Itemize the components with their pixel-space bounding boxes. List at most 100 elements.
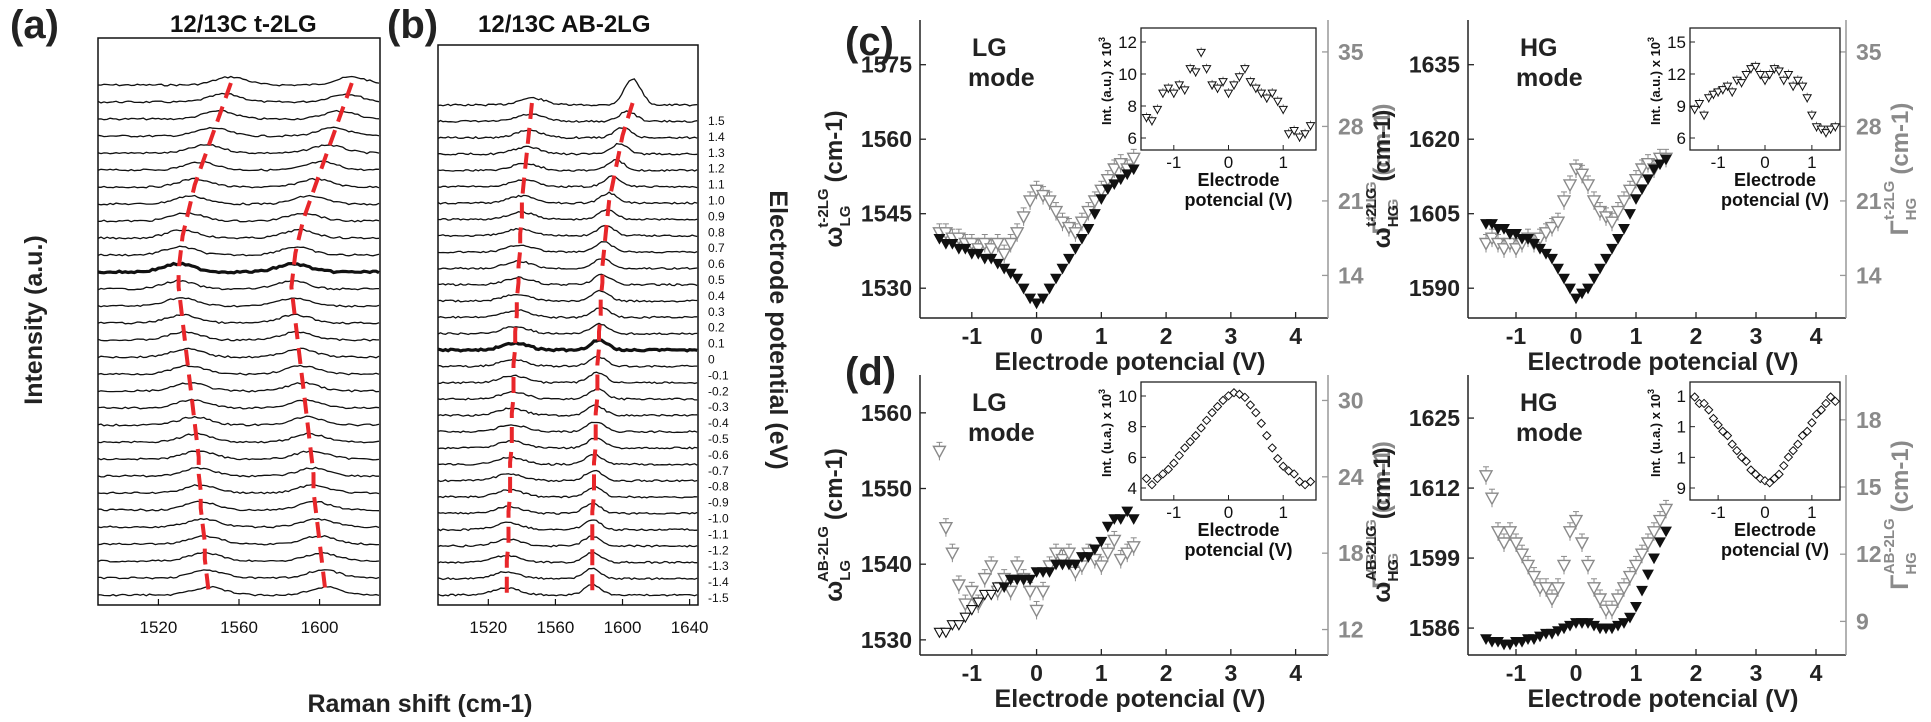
potential-label: 1.1 [708, 178, 725, 192]
potential-label: 0.4 [708, 289, 725, 303]
inset-point [1825, 392, 1836, 402]
y2-axis-label: ΓLGt-2LG(cm-1) [1363, 103, 1402, 234]
inset-point [1764, 70, 1775, 80]
inset-point [1278, 461, 1288, 471]
linewidth-point [1604, 216, 1620, 230]
inset-point [1240, 65, 1250, 74]
spectra-a [97, 75, 380, 597]
y2-tick-label: 28 [1338, 113, 1364, 139]
potential-label: 0.7 [708, 241, 725, 255]
linewidth-point [984, 560, 999, 574]
potential-labels: 1.5 1.4 1.3 1.2 1.1 1.00.9 0.8 0.7 0.6 0.5 0.4 0.3 0… [708, 114, 729, 605]
inset-point [1708, 413, 1719, 424]
inset-point [1722, 430, 1733, 441]
inset-point [1185, 437, 1195, 447]
linewidth-point [1003, 585, 1018, 599]
spectrum-b-1.2 [438, 142, 698, 156]
frequency-point [1582, 283, 1594, 295]
spectrum-a-0.3 [97, 279, 379, 291]
inset-point [1262, 430, 1272, 441]
potential-label: 1.3 [708, 146, 725, 160]
inset-point [1201, 415, 1212, 426]
inset-point [1788, 445, 1798, 456]
frequency-point [1088, 544, 1101, 556]
inset-point [1163, 464, 1174, 475]
linewidth-point [1574, 537, 1590, 551]
inset-point [1283, 130, 1294, 139]
peak-trend-hg-b [590, 102, 635, 593]
frequency-point [959, 612, 972, 624]
inset-point [1755, 70, 1766, 80]
frequency-point [1069, 559, 1082, 571]
spectrum-a-0.4 [97, 261, 380, 275]
inset-point [1746, 465, 1756, 475]
inset-point [1272, 97, 1283, 107]
potential-label: -1.5 [708, 591, 729, 605]
inset-point [1174, 450, 1184, 461]
linewidth-point [1646, 526, 1662, 540]
inset-point [1802, 426, 1812, 437]
inset-x-label-1: Electrode [1734, 170, 1816, 190]
spectrum-b-0.9 [437, 191, 698, 205]
y2-tick-label: 21 [1338, 188, 1364, 214]
x-tick-label: 4 [1289, 660, 1302, 686]
spectrum-a--0.1 [97, 347, 380, 359]
spectrum-b--0.5 [437, 421, 698, 434]
spectrum-a-1.3 [97, 109, 380, 121]
y-tick-label: 1586 [1409, 615, 1460, 641]
frequency-point [1037, 293, 1049, 305]
spectrum-a-0.6 [97, 228, 380, 240]
frequency-point [985, 589, 998, 601]
spectrum-b-0.5 [437, 258, 698, 270]
x-tick-label: -1 [1506, 323, 1527, 349]
inset-point [1190, 68, 1201, 77]
inset-x-label-1: Electrode [1197, 520, 1279, 540]
tick-label-a: 1560 [220, 618, 258, 637]
inset-x-label-1: Electrode [1734, 520, 1816, 540]
spectrum-b-1.5 [437, 78, 698, 107]
linewidth-point [1550, 582, 1566, 596]
linewidth-point [1520, 559, 1536, 573]
inset-x-tick-label: -1 [1711, 503, 1726, 522]
inset-point [1147, 479, 1157, 490]
inset-x-tick-label: 0 [1224, 503, 1233, 522]
potential-label: -1.4 [708, 575, 729, 589]
y-axis-label: ωHGt-2LG(cm-1) [1363, 110, 1402, 249]
x-tick-label: 3 [1224, 660, 1237, 686]
x-tick-label: 0 [1570, 323, 1583, 349]
y-tick-label: 1560 [861, 400, 912, 426]
inset-point [1267, 89, 1278, 99]
spectrum-b--0.2 [437, 371, 698, 385]
inset-point [1251, 407, 1261, 418]
linewidth-point [1048, 205, 1064, 220]
spectrum-a--0.9 [97, 484, 380, 495]
linewidth-point [1022, 585, 1038, 599]
x-tick-label: -1 [962, 323, 983, 349]
frequency-point [1063, 253, 1075, 265]
y-tick-label: 1635 [1409, 52, 1460, 78]
inset-y-tick-label: 4 [1128, 479, 1137, 498]
linewidth-point [977, 572, 992, 587]
frequency-point [1624, 209, 1636, 220]
spectrum-b--0.3 [437, 387, 698, 401]
linewidth-point [1514, 548, 1530, 562]
spectrum-a--1.1 [97, 518, 380, 529]
spectrum-b--0.7 [438, 453, 698, 466]
frequency-point [1618, 618, 1630, 629]
linewidth-point [1544, 221, 1560, 235]
spectrum-a--1.5 [97, 585, 380, 597]
inset-point [1807, 111, 1817, 121]
frequency-point [972, 597, 985, 609]
inset-point [1830, 396, 1841, 407]
spectrum-b--0.6 [437, 437, 698, 450]
x-tick-label: 2 [1690, 660, 1703, 686]
inset-point [1168, 89, 1179, 99]
y-tick-label: 1625 [1409, 405, 1460, 431]
frequency-point [1121, 169, 1134, 181]
frequency-point [939, 627, 952, 639]
electrode-potential-axis-label: Electrode potential (eV) [764, 190, 792, 469]
tick-label-b: 1600 [604, 618, 642, 637]
linewidth-point [1658, 503, 1674, 517]
